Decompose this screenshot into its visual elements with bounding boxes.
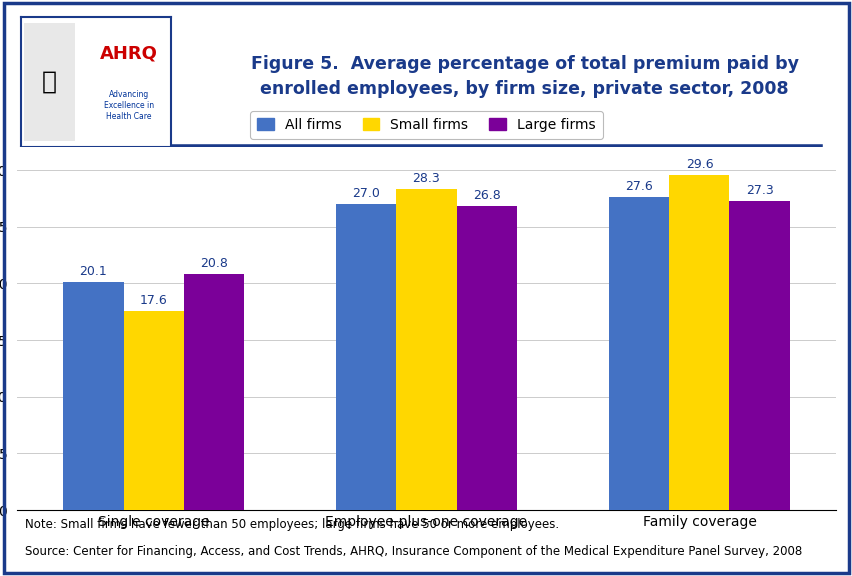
Text: Note: Small firms have fewer than 50 employees; large firms have 50 or more empl: Note: Small firms have fewer than 50 emp… (26, 518, 559, 531)
Text: 27.0: 27.0 (352, 187, 380, 200)
Bar (728, 201, 789, 510)
Text: Advancing
Excellence in
Health Care: Advancing Excellence in Health Care (104, 90, 153, 121)
Bar (608, 198, 669, 510)
Text: 27.6: 27.6 (625, 180, 653, 194)
Text: 28.3: 28.3 (412, 172, 440, 185)
Bar (124, 310, 183, 510)
Text: 20.8: 20.8 (199, 257, 227, 271)
Text: 🦅: 🦅 (42, 70, 57, 94)
Bar (396, 190, 456, 510)
Text: 20.1: 20.1 (79, 266, 107, 278)
Bar (183, 274, 244, 510)
Legend: All firms, Small firms, Large firms: All firms, Small firms, Large firms (250, 111, 602, 139)
Text: 26.8: 26.8 (472, 190, 500, 202)
Text: AHRQ: AHRQ (100, 44, 158, 63)
Bar (669, 175, 728, 510)
Text: Figure 5.  Average percentage of total premium paid by
enrolled employees, by fi: Figure 5. Average percentage of total pr… (250, 55, 797, 98)
Bar (336, 204, 396, 510)
Text: 17.6: 17.6 (140, 294, 167, 306)
Bar (456, 206, 516, 510)
Bar (63, 282, 124, 510)
Text: 27.3: 27.3 (745, 184, 773, 197)
Text: 29.6: 29.6 (685, 158, 712, 170)
Text: Source: Center for Financing, Access, and Cost Trends, AHRQ, Insurance Component: Source: Center for Financing, Access, an… (26, 545, 802, 559)
